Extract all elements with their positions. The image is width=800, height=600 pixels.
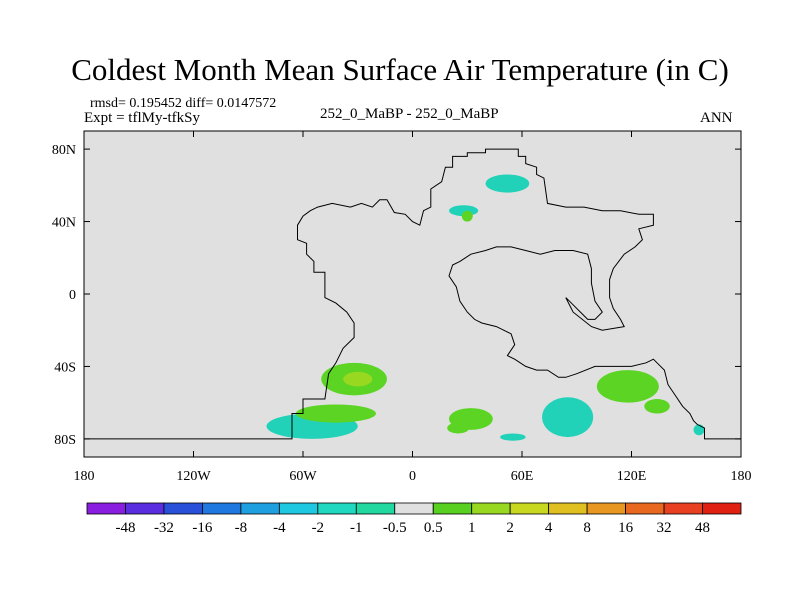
legend-label: -8 [235, 520, 248, 536]
legend-swatch [202, 502, 242, 515]
period-label: ANN [700, 110, 733, 126]
legend-label: 0.5 [424, 520, 443, 536]
legend-swatch [163, 502, 203, 515]
comparison-label: 252_0_MaBP - 252_0_MaBP [320, 106, 499, 122]
southern-ocean-cyan-mid [500, 433, 526, 441]
legend-label: 1 [468, 520, 476, 536]
southern-ocean-green-east-tail [644, 399, 670, 414]
y-tick-label: 40N [52, 216, 76, 231]
legend-swatch [432, 502, 473, 515]
chart-title: Coldest Month Mean Surface Air Temperatu… [71, 52, 729, 87]
legend-swatch [586, 502, 626, 515]
legend-label: 4 [545, 520, 553, 536]
legend-label: -16 [192, 520, 212, 536]
x-tick-label: 120E [617, 469, 647, 484]
legend-swatch [702, 502, 742, 515]
legend-swatch [355, 502, 396, 515]
southern-ocean-cyan-far-east [693, 424, 705, 436]
coastline [84, 148, 741, 440]
x-tick-label: 180 [731, 469, 752, 484]
legend-swatch [509, 502, 550, 515]
south-america-anomaly-core [343, 371, 373, 387]
plot-background [84, 131, 741, 457]
legend-swatch [125, 502, 165, 515]
legend-label: 16 [618, 520, 634, 536]
legend-swatch [86, 502, 126, 515]
legend-label: 48 [695, 520, 710, 536]
southern-ocean-cyan-central [542, 397, 594, 438]
legend-label: -32 [154, 520, 174, 536]
y-tick-label: 80S [54, 433, 76, 448]
experiment-label: Expt = tflMy-tfkSy [84, 110, 200, 126]
legend-label: -1 [350, 520, 363, 536]
arctic-cyan-anomaly [485, 174, 530, 193]
x-tick-label: 60W [289, 469, 317, 484]
legend-label: -2 [312, 520, 325, 536]
legend-swatch [278, 502, 319, 515]
x-tick-label: 120W [176, 469, 211, 484]
legend-label: 8 [583, 520, 591, 536]
x-tick-label: 180 [74, 469, 95, 484]
legend-label: -0.5 [383, 520, 407, 536]
legend-label: 32 [657, 520, 672, 536]
legend-swatch [317, 502, 357, 515]
legend-label: -48 [115, 520, 135, 536]
legend-label: -4 [273, 520, 286, 536]
southern-ocean-green-west [295, 404, 376, 423]
stats-line: rmsd= 0.195452 diff= 0.0147572 [90, 96, 277, 111]
legend-swatch [240, 502, 280, 515]
legend-label: 2 [506, 520, 514, 536]
legend-swatch [394, 502, 434, 515]
southern-ocean-green-tiny [447, 422, 470, 434]
y-tick-label: 80N [52, 143, 76, 158]
north-green-small [461, 210, 473, 222]
legend-swatch [663, 502, 703, 515]
legend-swatch [625, 502, 665, 515]
x-tick-label: 60E [511, 469, 534, 484]
x-tick-label: 0 [409, 469, 416, 484]
y-tick-label: 0 [69, 288, 76, 303]
legend-swatch [548, 502, 588, 515]
legend-swatch [471, 502, 511, 515]
y-tick-label: 40S [54, 360, 76, 375]
southern-ocean-green-east [596, 370, 659, 403]
